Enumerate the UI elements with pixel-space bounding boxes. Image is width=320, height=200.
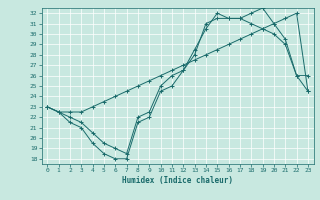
- X-axis label: Humidex (Indice chaleur): Humidex (Indice chaleur): [122, 176, 233, 185]
